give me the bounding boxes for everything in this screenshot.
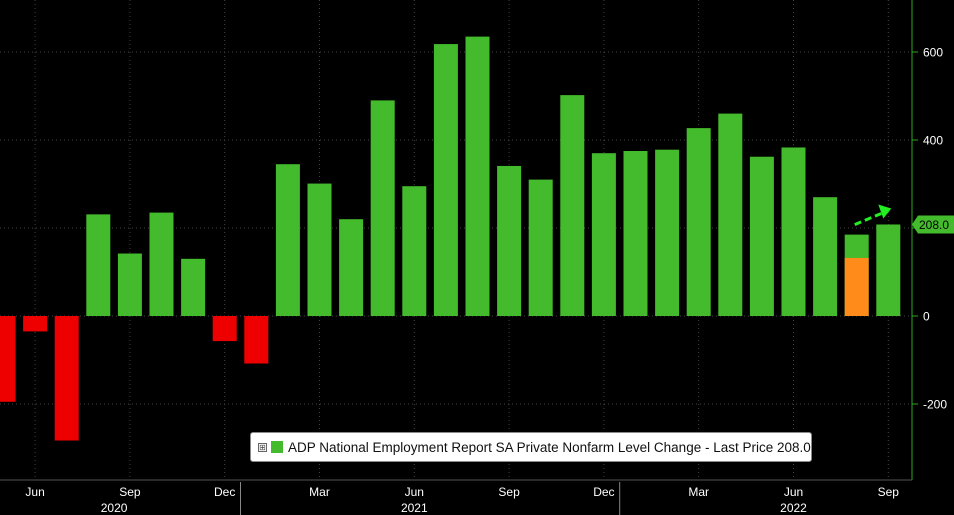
x-tick-label: Dec <box>214 485 235 499</box>
bar <box>876 224 901 316</box>
annotation-layer <box>854 204 892 226</box>
x-year-label: 2021 <box>401 501 428 515</box>
bar <box>655 149 680 316</box>
x-tick-label: Mar <box>309 485 330 499</box>
bar <box>307 183 332 316</box>
x-tick-label: Jun <box>25 485 44 499</box>
arrow-shaft <box>854 212 882 226</box>
bar <box>181 258 206 316</box>
y-tick-label: 400 <box>923 134 943 148</box>
bar <box>528 179 553 316</box>
x-tick-label: Mar <box>688 485 709 499</box>
bar <box>781 147 806 316</box>
bar <box>370 100 395 317</box>
x-tick-label: Sep <box>498 485 520 499</box>
bar <box>686 128 711 316</box>
legend-expand-icon[interactable]: ⊞ <box>258 442 267 452</box>
bar <box>749 156 774 316</box>
bar <box>813 197 838 316</box>
bar <box>244 316 269 364</box>
legend-label: ADP National Employment Report SA Privat… <box>288 439 811 455</box>
bar <box>149 212 174 316</box>
bar <box>402 186 427 316</box>
bar <box>560 95 585 317</box>
bar <box>54 316 79 441</box>
legend-swatch <box>271 441 283 453</box>
bar <box>212 316 237 342</box>
bar <box>0 316 16 402</box>
bar <box>275 164 300 316</box>
chart-legend[interactable]: ⊞ ADP National Employment Report SA Priv… <box>250 432 812 462</box>
y-tick-label: 0 <box>923 310 930 324</box>
bar <box>339 219 364 316</box>
y-tick-label: 600 <box>923 46 943 60</box>
bar <box>117 253 142 316</box>
x-tick-label: Jun <box>784 485 803 499</box>
bar <box>433 44 458 317</box>
x-tick-label: Dec <box>593 485 614 499</box>
bar <box>86 214 111 316</box>
last-price-marker <box>912 215 954 234</box>
arrow-head-icon <box>878 204 892 219</box>
overlay-bar <box>844 257 869 316</box>
bar <box>623 151 648 316</box>
x-tick-label: Sep <box>878 485 900 499</box>
x-tick-label: Jun <box>405 485 424 499</box>
x-year-label: 2022 <box>780 501 807 515</box>
bar <box>465 36 490 316</box>
x-tick-label: Sep <box>119 485 141 499</box>
bars-layer <box>0 36 901 441</box>
bar <box>718 113 743 316</box>
bar <box>497 165 522 316</box>
y-tick-label: -200 <box>923 398 947 412</box>
bar <box>23 316 48 332</box>
bar <box>591 153 616 316</box>
last-price-label: 208.0 <box>919 218 949 232</box>
x-year-label: 2020 <box>101 501 128 515</box>
